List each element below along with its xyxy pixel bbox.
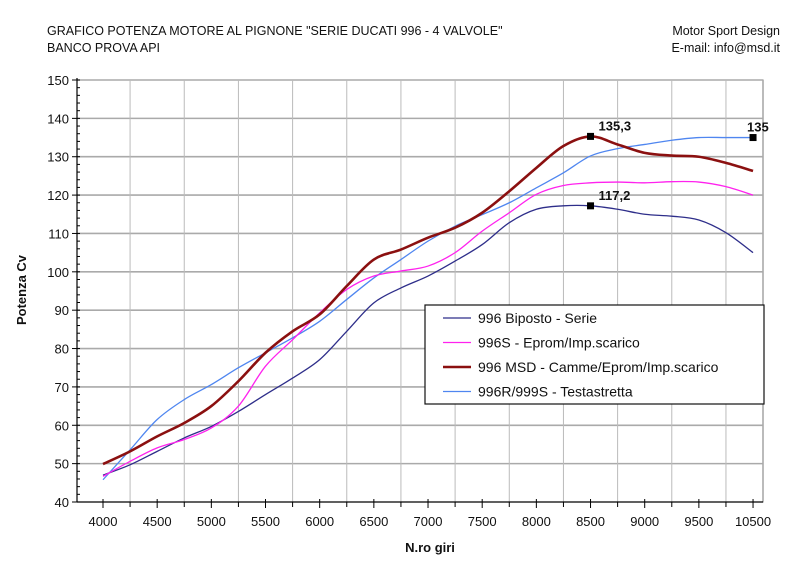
annotation-label: 135 — [747, 120, 769, 135]
y-tick-label: 110 — [48, 226, 69, 241]
title-line-1: GRAFICO POTENZA MOTORE AL PIGNONE "SERIE… — [47, 24, 503, 38]
annotation-marker — [587, 202, 595, 210]
x-tick-label: 4500 — [143, 514, 172, 529]
y-tick-label: 50 — [55, 457, 69, 472]
series-line-1 — [102, 180, 754, 477]
legend-label: 996 MSD - Camme/Eprom/Imp.scarico — [478, 359, 719, 375]
y-tick-label: 90 — [55, 303, 69, 318]
y-tick-label: 100 — [47, 265, 69, 280]
x-tick-label: 6500 — [359, 514, 388, 529]
x-tick-label: 7500 — [468, 514, 497, 529]
annotation-marker — [587, 132, 595, 140]
company-email: E-mail: info@msd.it — [671, 41, 780, 55]
x-tick-label: 9000 — [630, 514, 659, 529]
x-tick-label: 4000 — [89, 514, 118, 529]
company-name: Motor Sport Design — [672, 24, 780, 38]
axes: 40 50 60 70 80 90 100 110 120 130 140 150 4000 4500 50… — [47, 73, 771, 529]
annotation-label: 135,3 — [599, 118, 632, 133]
y-tick-label: 60 — [55, 418, 69, 433]
y-tick-label: 40 — [55, 495, 69, 510]
y-axis-title: Potenza Cv — [14, 254, 29, 325]
series-line-0 — [102, 204, 754, 476]
annotations: 135,3 117,2 135 — [587, 118, 769, 210]
legend-label: 996S - Eprom/Imp.scarico — [478, 335, 640, 351]
plot-area — [76, 79, 764, 503]
x-tick-label: 5000 — [197, 514, 226, 529]
legend: 996 Biposto - Serie 996S - Eprom/Imp.scar… — [424, 304, 765, 405]
chart-title: GRAFICO POTENZA MOTORE AL PIGNONE "SERIE… — [47, 23, 503, 57]
annotation-marker — [749, 134, 757, 142]
annotation-label: 117,2 — [599, 188, 631, 203]
title-line-2: BANCO PROVA API — [47, 41, 161, 55]
y-tick-label: 130 — [47, 150, 69, 165]
x-tick-label: 5500 — [251, 514, 280, 529]
grid — [76, 79, 764, 503]
legend-label: 996 Biposto - Serie — [478, 310, 597, 326]
series-line-2 — [102, 135, 754, 466]
x-tick-label: 9500 — [684, 514, 713, 529]
x-tick-label: 7000 — [414, 514, 443, 529]
y-tick-label: 120 — [47, 188, 69, 203]
x-tick-label: 10500 — [735, 514, 771, 529]
company-info: Motor Sport Design E-mail: info@msd.it — [671, 23, 780, 57]
series-lines — [102, 135, 754, 481]
x-tick-label: 8500 — [576, 514, 605, 529]
y-tick-label: 80 — [55, 342, 69, 357]
legend-box — [424, 304, 765, 405]
x-tick-label: 8000 — [522, 514, 551, 529]
legend-label: 996R/999S - Testastretta — [478, 384, 633, 400]
y-tick-label: 140 — [47, 111, 69, 126]
y-tick-label: 70 — [55, 380, 69, 395]
y-tick-label: 150 — [47, 73, 69, 88]
x-axis-title: N.ro giri — [405, 540, 455, 555]
series-line-3 — [102, 136, 754, 481]
x-tick-label: 6000 — [305, 514, 334, 529]
